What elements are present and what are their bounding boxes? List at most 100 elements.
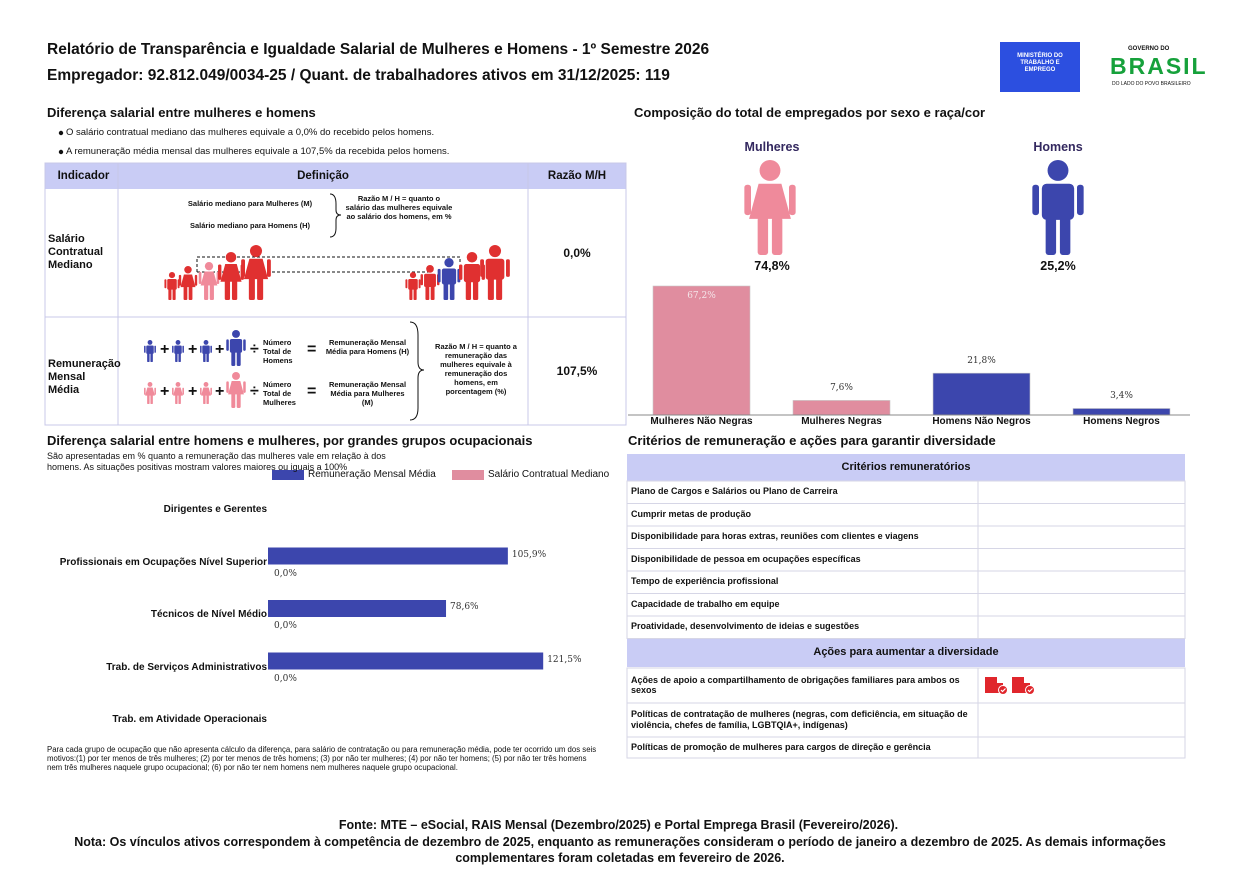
- person-leg: [147, 353, 150, 362]
- bar-value-label: 21,8%: [967, 356, 996, 367]
- person-icon: [144, 382, 156, 404]
- bar-value-label: 0,0%: [274, 621, 297, 631]
- bar: [652, 285, 751, 416]
- person-leg: [203, 395, 206, 404]
- person-arm: [172, 387, 174, 395]
- person-leg: [757, 217, 769, 255]
- person-head: [409, 272, 417, 279]
- table-row: [626, 667, 1186, 704]
- person-arm: [154, 345, 156, 353]
- person-leg: [150, 353, 153, 362]
- person-body: [146, 345, 154, 354]
- person-body: [180, 274, 196, 288]
- definition-text: Razão M / H = quanto o salário das mulhe…: [345, 194, 453, 221]
- operator: +: [160, 341, 170, 358]
- person-leg: [178, 395, 181, 404]
- bar-value-label: 3,4%: [1110, 391, 1133, 402]
- person-leg: [771, 217, 783, 255]
- x-category-label: Mulheres Negras: [801, 416, 882, 427]
- person-arm: [144, 387, 146, 395]
- section-title: Composição do total de empregados por se…: [634, 105, 986, 120]
- person-arm: [226, 381, 229, 393]
- person-head: [225, 252, 237, 263]
- bar: [1072, 408, 1171, 416]
- person-leg: [183, 286, 188, 300]
- y-category-label: Trab. de Serviços Administrativos: [106, 661, 267, 673]
- person-body: [174, 345, 182, 354]
- icon-part: [985, 677, 997, 693]
- women-share: 74,8%: [754, 259, 790, 273]
- gov-logo-tagline: DO LADO DO POVO BRASILEIRO: [1112, 81, 1191, 87]
- table-header-bg: [627, 639, 1185, 667]
- person-leg: [1059, 217, 1071, 255]
- y-category-label: Dirigentes e Gerentes: [163, 504, 267, 515]
- person-arm: [200, 387, 202, 395]
- y-category-label: Trab. em Atividade Operacionais: [112, 714, 267, 725]
- footnote: Para cada grupo de ocupação que não apre…: [47, 745, 597, 772]
- bullet-dot: [58, 149, 64, 155]
- person-leg: [236, 351, 241, 366]
- indicator-label: Remuneração Mensal Média: [48, 358, 121, 397]
- person-arm: [164, 279, 167, 289]
- criteria-label: Capacidade de trabalho em equipe: [631, 598, 780, 609]
- person-icon: [459, 252, 485, 300]
- person-icon: [1032, 160, 1084, 255]
- person-leg: [248, 278, 255, 300]
- person-body: [1041, 183, 1075, 220]
- building-check-icon: [985, 677, 1008, 695]
- person-head: [147, 340, 153, 345]
- person-arm: [200, 345, 202, 353]
- person-arm: [418, 279, 421, 289]
- criteria-label: Proatividade, desenvolvimento de ideias …: [631, 621, 860, 632]
- definition-text: Remuneração Mensal Média para Mulheres (…: [328, 380, 407, 407]
- table-row: [626, 615, 1186, 639]
- person-leg: [443, 283, 449, 300]
- definition-text: Remuneração Mensal Média para Homens (H): [325, 338, 410, 356]
- person-leg: [409, 288, 413, 300]
- person-body: [424, 273, 436, 288]
- person-head: [488, 245, 502, 258]
- bar-value-label: 0,0%: [274, 568, 297, 579]
- bar-value-label: 67,2%: [687, 291, 716, 301]
- page-subtitle: Empregador: 92.812.049/0034-25 / Quant. …: [47, 67, 670, 84]
- person-icon: [172, 382, 184, 404]
- men-share: 25,2%: [1040, 259, 1076, 273]
- operator: +: [160, 383, 170, 400]
- person-body: [200, 271, 218, 286]
- criteria-label: Disponibilidade de pessoa em ocupações e…: [631, 553, 861, 564]
- icon-part: [1025, 685, 1035, 695]
- table-row: [626, 702, 1186, 738]
- ministry-logo-text: MINISTÉRIO DO TRABALHO E EMPREGO: [1017, 53, 1063, 74]
- person-body: [408, 279, 418, 290]
- bullet-dot: [58, 130, 64, 136]
- person-arm: [789, 184, 796, 216]
- person-arm: [243, 339, 246, 351]
- person-body: [441, 268, 457, 285]
- definition-text: Número Total de Mulheres: [263, 380, 296, 407]
- person-arm: [241, 259, 245, 277]
- icon-part: [998, 685, 1008, 695]
- person-leg: [425, 286, 430, 300]
- person-icon: [178, 266, 198, 300]
- person-arm: [198, 271, 202, 285]
- person-head: [147, 382, 153, 387]
- person-arm: [172, 345, 174, 353]
- table-header: Critérios remuneratórios: [841, 460, 971, 473]
- legend-label: Remuneração Mensal Média: [308, 469, 436, 480]
- person-leg: [204, 284, 209, 300]
- person-body: [485, 258, 505, 280]
- definition-text: Razão M / H = quanto a remuneração das m…: [435, 342, 517, 396]
- person-body: [202, 345, 210, 354]
- person-head: [426, 265, 434, 273]
- table-header: Definição: [297, 170, 349, 182]
- person-body: [220, 264, 242, 282]
- person-leg: [188, 286, 193, 300]
- table-header: Ações para aumentar a diversidade: [813, 646, 999, 658]
- person-icon: [226, 372, 246, 408]
- bar: [268, 652, 544, 670]
- criteria-label: Disponibilidade para horas extras, reuni…: [631, 531, 919, 542]
- person-leg: [209, 284, 214, 300]
- page-title: Relatório de Transparência e Igualdade S…: [47, 41, 710, 58]
- person-arm: [182, 345, 184, 353]
